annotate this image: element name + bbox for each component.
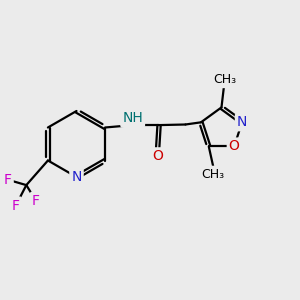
Text: CH₃: CH₃	[213, 73, 236, 86]
Text: CH₃: CH₃	[202, 168, 225, 181]
Text: F: F	[4, 173, 12, 187]
Text: N: N	[237, 115, 247, 129]
Text: N: N	[71, 170, 82, 184]
Text: F: F	[32, 194, 40, 208]
Text: O: O	[229, 140, 240, 154]
Text: O: O	[152, 149, 163, 163]
Text: NH: NH	[122, 112, 143, 125]
Text: F: F	[12, 199, 20, 212]
